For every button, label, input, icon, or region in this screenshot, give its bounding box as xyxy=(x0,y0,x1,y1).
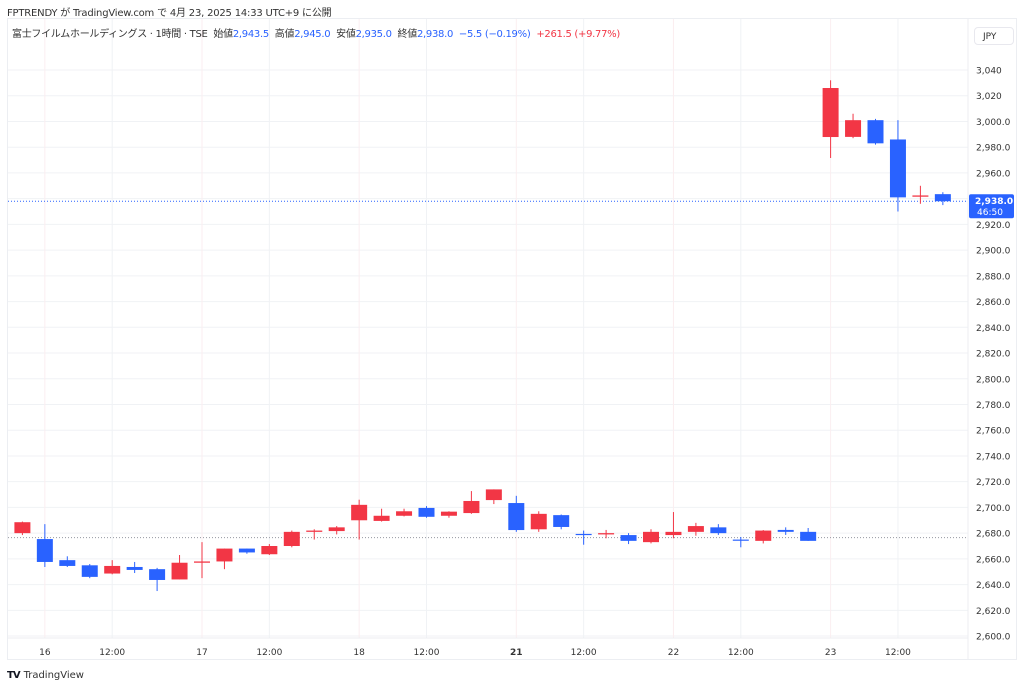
price-axis-label: 2,640.0 xyxy=(976,581,1011,591)
candle-down xyxy=(777,529,794,532)
price-axis-label: 2,620.0 xyxy=(976,607,1011,617)
close-label: 終値 xyxy=(397,29,418,40)
symbol-title: 富士フイルムホールディングス · 1時間 · TSE xyxy=(12,29,208,40)
candle-down xyxy=(553,515,570,527)
price-axis-label: 2,660.0 xyxy=(976,555,1011,565)
close-value: 2,938.0 xyxy=(416,29,454,40)
price-axis-label: 2,740.0 xyxy=(976,452,1011,462)
price-axis-label: 2,700.0 xyxy=(976,504,1011,514)
price-axis-label: 2,820.0 xyxy=(976,350,1011,360)
price-axis-label: 3,040 xyxy=(976,67,1002,77)
total-change-value: +261.5 (+9.77%) xyxy=(536,29,620,40)
price-axis-label: 2,860.0 xyxy=(976,298,1011,308)
chart-frame xyxy=(7,18,1017,660)
time-axis-label: 17 xyxy=(196,648,207,658)
candle-up xyxy=(463,500,480,514)
candle-up xyxy=(822,88,839,138)
candle-up xyxy=(912,195,929,197)
price-axis-label: 2,600.0 xyxy=(976,633,1011,643)
candle-up xyxy=(598,533,615,535)
candle-up xyxy=(440,511,457,516)
candle-down xyxy=(732,539,749,541)
candle-down xyxy=(36,539,53,562)
change-value: −5.5 (−0.19%) xyxy=(458,29,531,40)
time-axis-label: 12:00 xyxy=(885,648,911,658)
low-label: 安値 xyxy=(336,29,356,40)
candle-down xyxy=(575,533,592,536)
open-value: 2,943.5 xyxy=(232,29,269,40)
price-axis-label: 2,760.0 xyxy=(976,427,1011,437)
price-axis-label: 2,900.0 xyxy=(976,247,1011,257)
candle-up xyxy=(351,504,368,521)
candle-up xyxy=(104,565,121,574)
candle-down xyxy=(620,535,637,541)
price-axis-label: 3,000.0 xyxy=(976,118,1011,128)
candle-up xyxy=(665,531,682,536)
candle-down xyxy=(934,194,951,202)
bar-countdown: 46:50 xyxy=(977,208,1003,218)
candle-down xyxy=(149,569,166,580)
candle-up xyxy=(530,513,547,530)
candle-up xyxy=(194,561,210,563)
time-axis-label: 12:00 xyxy=(728,648,754,658)
candle-up xyxy=(845,120,862,137)
time-axis-label: 23 xyxy=(825,648,836,658)
candle-down xyxy=(238,548,255,553)
price-axis-label: 2,980.0 xyxy=(976,144,1011,154)
high-value: 2,945.0 xyxy=(294,29,331,40)
price-axis-label: 2,960.0 xyxy=(976,169,1011,179)
candle-up xyxy=(485,489,502,501)
candle-down xyxy=(59,560,76,566)
time-axis-label: 12:00 xyxy=(571,648,597,658)
candle-up xyxy=(373,515,390,521)
candle-up xyxy=(643,531,659,543)
price-axis-label: 2,680.0 xyxy=(976,530,1011,540)
candle-up xyxy=(328,527,345,532)
candle-down xyxy=(710,527,727,534)
candle-down xyxy=(81,565,98,577)
candle-down xyxy=(889,139,906,198)
price-axis-label: 2,920.0 xyxy=(976,221,1011,231)
time-axis-label: 12:00 xyxy=(414,648,440,658)
time-axis-label: 22 xyxy=(668,648,679,658)
candle-up xyxy=(306,530,323,532)
candle-down xyxy=(418,507,435,517)
tradingview-logo-icon: TV xyxy=(7,670,21,681)
brand-name: TradingView xyxy=(23,670,84,681)
ohlc-legend: 富士フイルムホールディングス · 1時間 · TSE 始値2,943.5 高値2… xyxy=(12,25,623,40)
price-axis-label: 2,780.0 xyxy=(976,401,1011,411)
price-axis-label: 2,840.0 xyxy=(976,324,1011,334)
candle-up xyxy=(283,531,300,547)
candle-up xyxy=(216,548,233,562)
candle-up xyxy=(261,546,278,555)
time-axis-label: 21 xyxy=(510,648,523,658)
candle-up xyxy=(396,511,413,516)
price-axis-label: 2,720.0 xyxy=(976,478,1011,488)
last-price-tag xyxy=(969,194,1014,219)
candle-down xyxy=(800,531,817,541)
candle-down xyxy=(867,120,884,144)
open-label: 始値 xyxy=(213,29,233,40)
publish-info: FPTRENDY が TradingView.com で 4月 23, 2025… xyxy=(7,8,332,19)
candle-down xyxy=(126,566,143,570)
last-price-value: 2,938.0 xyxy=(975,197,1013,207)
candle-up xyxy=(171,562,188,580)
price-axis-label: 2,880.0 xyxy=(976,272,1011,282)
candle-down xyxy=(508,503,525,531)
low-value: 2,935.0 xyxy=(355,29,392,40)
price-axis-label: 3,020 xyxy=(976,92,1002,102)
candle-up xyxy=(687,526,704,532)
time-axis-label: 12:00 xyxy=(256,648,282,658)
tradingview-brand[interactable]: TV TradingView xyxy=(7,670,84,681)
price-axis-label: 2,800.0 xyxy=(976,375,1011,385)
time-axis-label: 18 xyxy=(353,648,365,658)
high-label: 高値 xyxy=(274,29,295,40)
candle-up xyxy=(755,530,772,541)
time-axis-label: 12:00 xyxy=(99,648,125,658)
currency-button[interactable]: JPY xyxy=(974,27,1014,45)
candle-up xyxy=(14,522,31,534)
time-axis-label: 16 xyxy=(39,648,51,658)
